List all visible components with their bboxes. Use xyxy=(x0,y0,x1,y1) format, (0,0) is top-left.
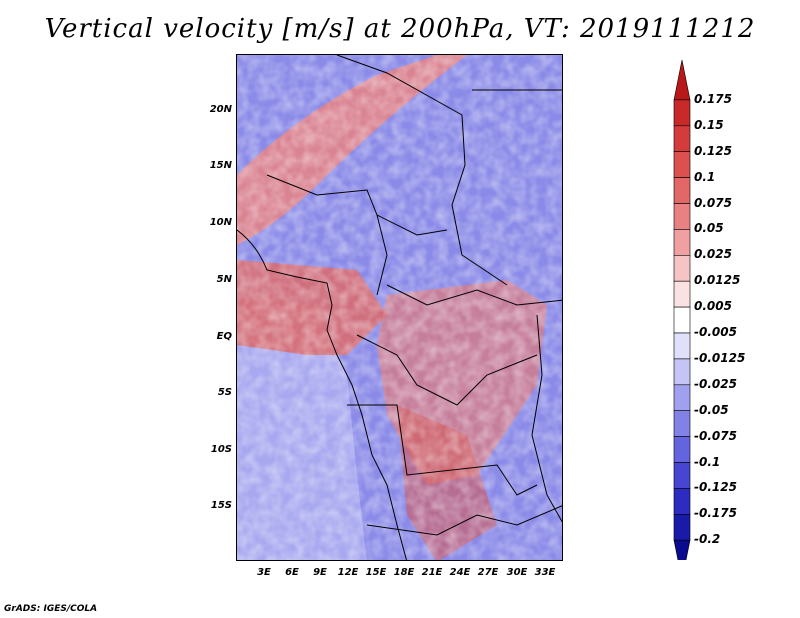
colorbar-label: -0.025 xyxy=(694,376,737,391)
colorbar-cell xyxy=(673,436,691,463)
noise-texture xyxy=(237,55,562,560)
colorbar-cell xyxy=(673,125,691,153)
colorbar-label: -0.005 xyxy=(694,325,737,339)
colorbar-label: 0.1 xyxy=(694,169,716,184)
lat-label: 5S xyxy=(217,387,232,398)
lon-label: 18E xyxy=(393,567,415,578)
colorbar-cell xyxy=(673,462,691,489)
lat-label: 10N xyxy=(209,217,232,228)
colorbar-label: 0.005 xyxy=(694,299,732,314)
lon-label: 6E xyxy=(285,567,299,578)
colorbar-cell xyxy=(673,280,691,308)
colorbar-cell xyxy=(673,513,691,541)
lat-label: 15S xyxy=(210,500,232,511)
colorbar-label: -0.0125 xyxy=(694,350,746,365)
colorbar-cell xyxy=(673,99,691,127)
colorbar-label: 0.175 xyxy=(694,91,732,106)
colorbar-label: 0.025 xyxy=(694,247,732,262)
lon-label: 21E xyxy=(421,567,443,578)
lat-label: 10S xyxy=(210,444,232,455)
colorbar-cell xyxy=(673,384,691,411)
lon-label: 33E xyxy=(534,567,556,578)
lon-label: 30E xyxy=(506,567,528,578)
colorbar-cell xyxy=(673,306,691,334)
lon-label: 3E xyxy=(257,567,271,578)
lon-label: 9E xyxy=(313,567,327,578)
colorbar-label: 0.125 xyxy=(694,143,732,158)
map-panel xyxy=(236,54,563,561)
colorbar-label: 0.05 xyxy=(694,221,724,236)
lon-label: 24E xyxy=(449,567,471,578)
colorbar-label: 0.075 xyxy=(694,195,732,210)
grads-credit: GrADS: IGES/COLA xyxy=(4,604,98,614)
borders xyxy=(237,55,562,560)
colorbar-cell xyxy=(673,332,691,360)
colorbar-cell xyxy=(673,488,691,515)
colorbar-cell xyxy=(673,539,691,560)
colorbar-cell xyxy=(673,151,691,178)
colorbar-cell xyxy=(673,229,691,256)
colorbar-label: 0.15 xyxy=(694,117,724,132)
lat-label: 15N xyxy=(209,160,232,171)
colorbar xyxy=(673,60,691,560)
colorbar-cell xyxy=(673,203,691,230)
colorbar-label: -0.05 xyxy=(694,402,729,417)
colorbar-cell xyxy=(673,60,691,101)
colorbar-label: -0.075 xyxy=(694,428,737,443)
colorbar-cell xyxy=(673,177,691,204)
velocity-field xyxy=(237,55,562,560)
chart-title: Vertical velocity [m/s] at 200hPa, VT: 2… xyxy=(44,14,756,44)
lon-label: 27E xyxy=(477,567,499,578)
lat-label: 5N xyxy=(216,274,232,285)
colorbar-label: -0.1 xyxy=(694,454,721,469)
colorbar-label: -0.125 xyxy=(694,480,737,495)
lat-label: 20N xyxy=(209,104,232,115)
colorbar-cell xyxy=(673,410,691,437)
lat-label: EQ xyxy=(216,331,232,342)
colorbar-cell xyxy=(673,255,691,282)
colorbar-cell xyxy=(673,358,691,386)
colorbar-label: -0.175 xyxy=(694,506,737,521)
colorbar-label: 0.0125 xyxy=(694,273,741,288)
lon-label: 15E xyxy=(365,567,387,578)
colorbar-label: -0.2 xyxy=(694,532,721,547)
lon-label: 12E xyxy=(337,567,359,578)
